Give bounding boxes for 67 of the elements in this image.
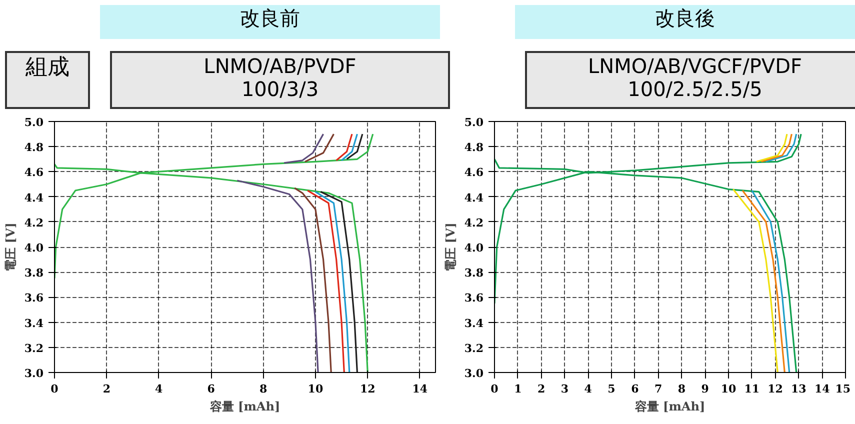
y-axis-title: 電圧 [V] [443, 222, 458, 272]
y-tick-label: 3.8 [464, 266, 484, 280]
line-series [314, 190, 350, 372]
y-tick-label: 3.6 [464, 292, 484, 305]
y-tick-label: 4.6 [464, 166, 484, 180]
x-tick-label: 11 [744, 382, 760, 396]
line-series [756, 133, 788, 162]
x-tick-label: 2 [102, 382, 111, 396]
y-tick-label: 4.8 [24, 141, 44, 154]
chart-subtitle: LNMO/AB/VGCF/PVDF 100/2.5/2.5/5 [588, 54, 802, 101]
y-tick-label: 4.6 [24, 166, 44, 180]
y-tick-label: 4.2 [24, 216, 44, 230]
x-tick-label: 8 [259, 382, 268, 396]
y-tick-label: 3.4 [24, 316, 44, 330]
text: 組成 [26, 55, 70, 80]
chart-title: 改良前 [240, 6, 300, 30]
x-tick-label: 15 [835, 382, 851, 396]
y-tick-label: 4.0 [464, 242, 484, 254]
y-tick-label: 3.6 [24, 292, 44, 305]
line-series [294, 187, 332, 372]
line-series [236, 180, 319, 372]
x-tick-label: 14 [412, 382, 428, 396]
x-axis-title: 容量 [mAh] [208, 400, 280, 414]
x-tick-label: 0 [490, 382, 499, 396]
y-tick-label: 4.8 [464, 141, 484, 154]
line-series [283, 133, 324, 164]
y-tick-label: 4.2 [464, 216, 484, 230]
y-tick-label: 4.4 [464, 191, 484, 204]
line-series [732, 188, 778, 372]
x-axis-title: 容量 [mAh] [634, 400, 706, 414]
x-tick-label: 8 [678, 382, 686, 396]
line-series [320, 190, 358, 372]
y-tick-label: 3.0 [464, 367, 484, 380]
x-tick-label: 4 [155, 382, 164, 396]
x-tick-label: 6 [207, 382, 216, 396]
x-tick-label: 3 [560, 382, 569, 396]
y-tick-label: 4.4 [24, 191, 44, 204]
x-tick-label: 1 [514, 382, 522, 396]
x-tick-label: 7 [654, 382, 662, 396]
y-tick-label: 3.8 [24, 266, 44, 280]
line-series [751, 190, 790, 372]
y-tick-label: 3.4 [464, 316, 484, 330]
chart-subtitle: LNMO/AB/PVDF 100/3/3 [204, 54, 356, 101]
y-tick-label: 5.0 [464, 116, 484, 129]
y-tick-label: 4.0 [24, 242, 44, 254]
line-series [742, 190, 786, 372]
x-tick-label: 14 [814, 382, 830, 396]
x-tick-label: 9 [701, 382, 709, 396]
line-series [765, 133, 798, 162]
line-series [760, 133, 792, 162]
x-tick-label: 2 [537, 382, 546, 396]
x-tick-label: 6 [631, 382, 640, 396]
x-tick-label: 10 [720, 382, 736, 396]
y-axis-title: 電圧 [V] [3, 222, 18, 272]
x-tick-label: 0 [50, 382, 59, 396]
chart-title: 改良後 [655, 6, 715, 30]
x-tick-label: 12 [360, 382, 376, 396]
y-tick-label: 3.0 [24, 367, 44, 380]
y-tick-label: 3.2 [464, 342, 484, 355]
x-tick-label: 4 [584, 382, 592, 396]
x-tick-label: 12 [768, 382, 783, 396]
x-tick-label: 5 [608, 382, 616, 396]
x-tick-label: 10 [308, 382, 324, 396]
x-tick-label: 13 [791, 382, 806, 396]
y-tick-label: 5.0 [24, 116, 44, 129]
y-tick-label: 3.2 [24, 342, 44, 355]
line-series [306, 190, 345, 372]
